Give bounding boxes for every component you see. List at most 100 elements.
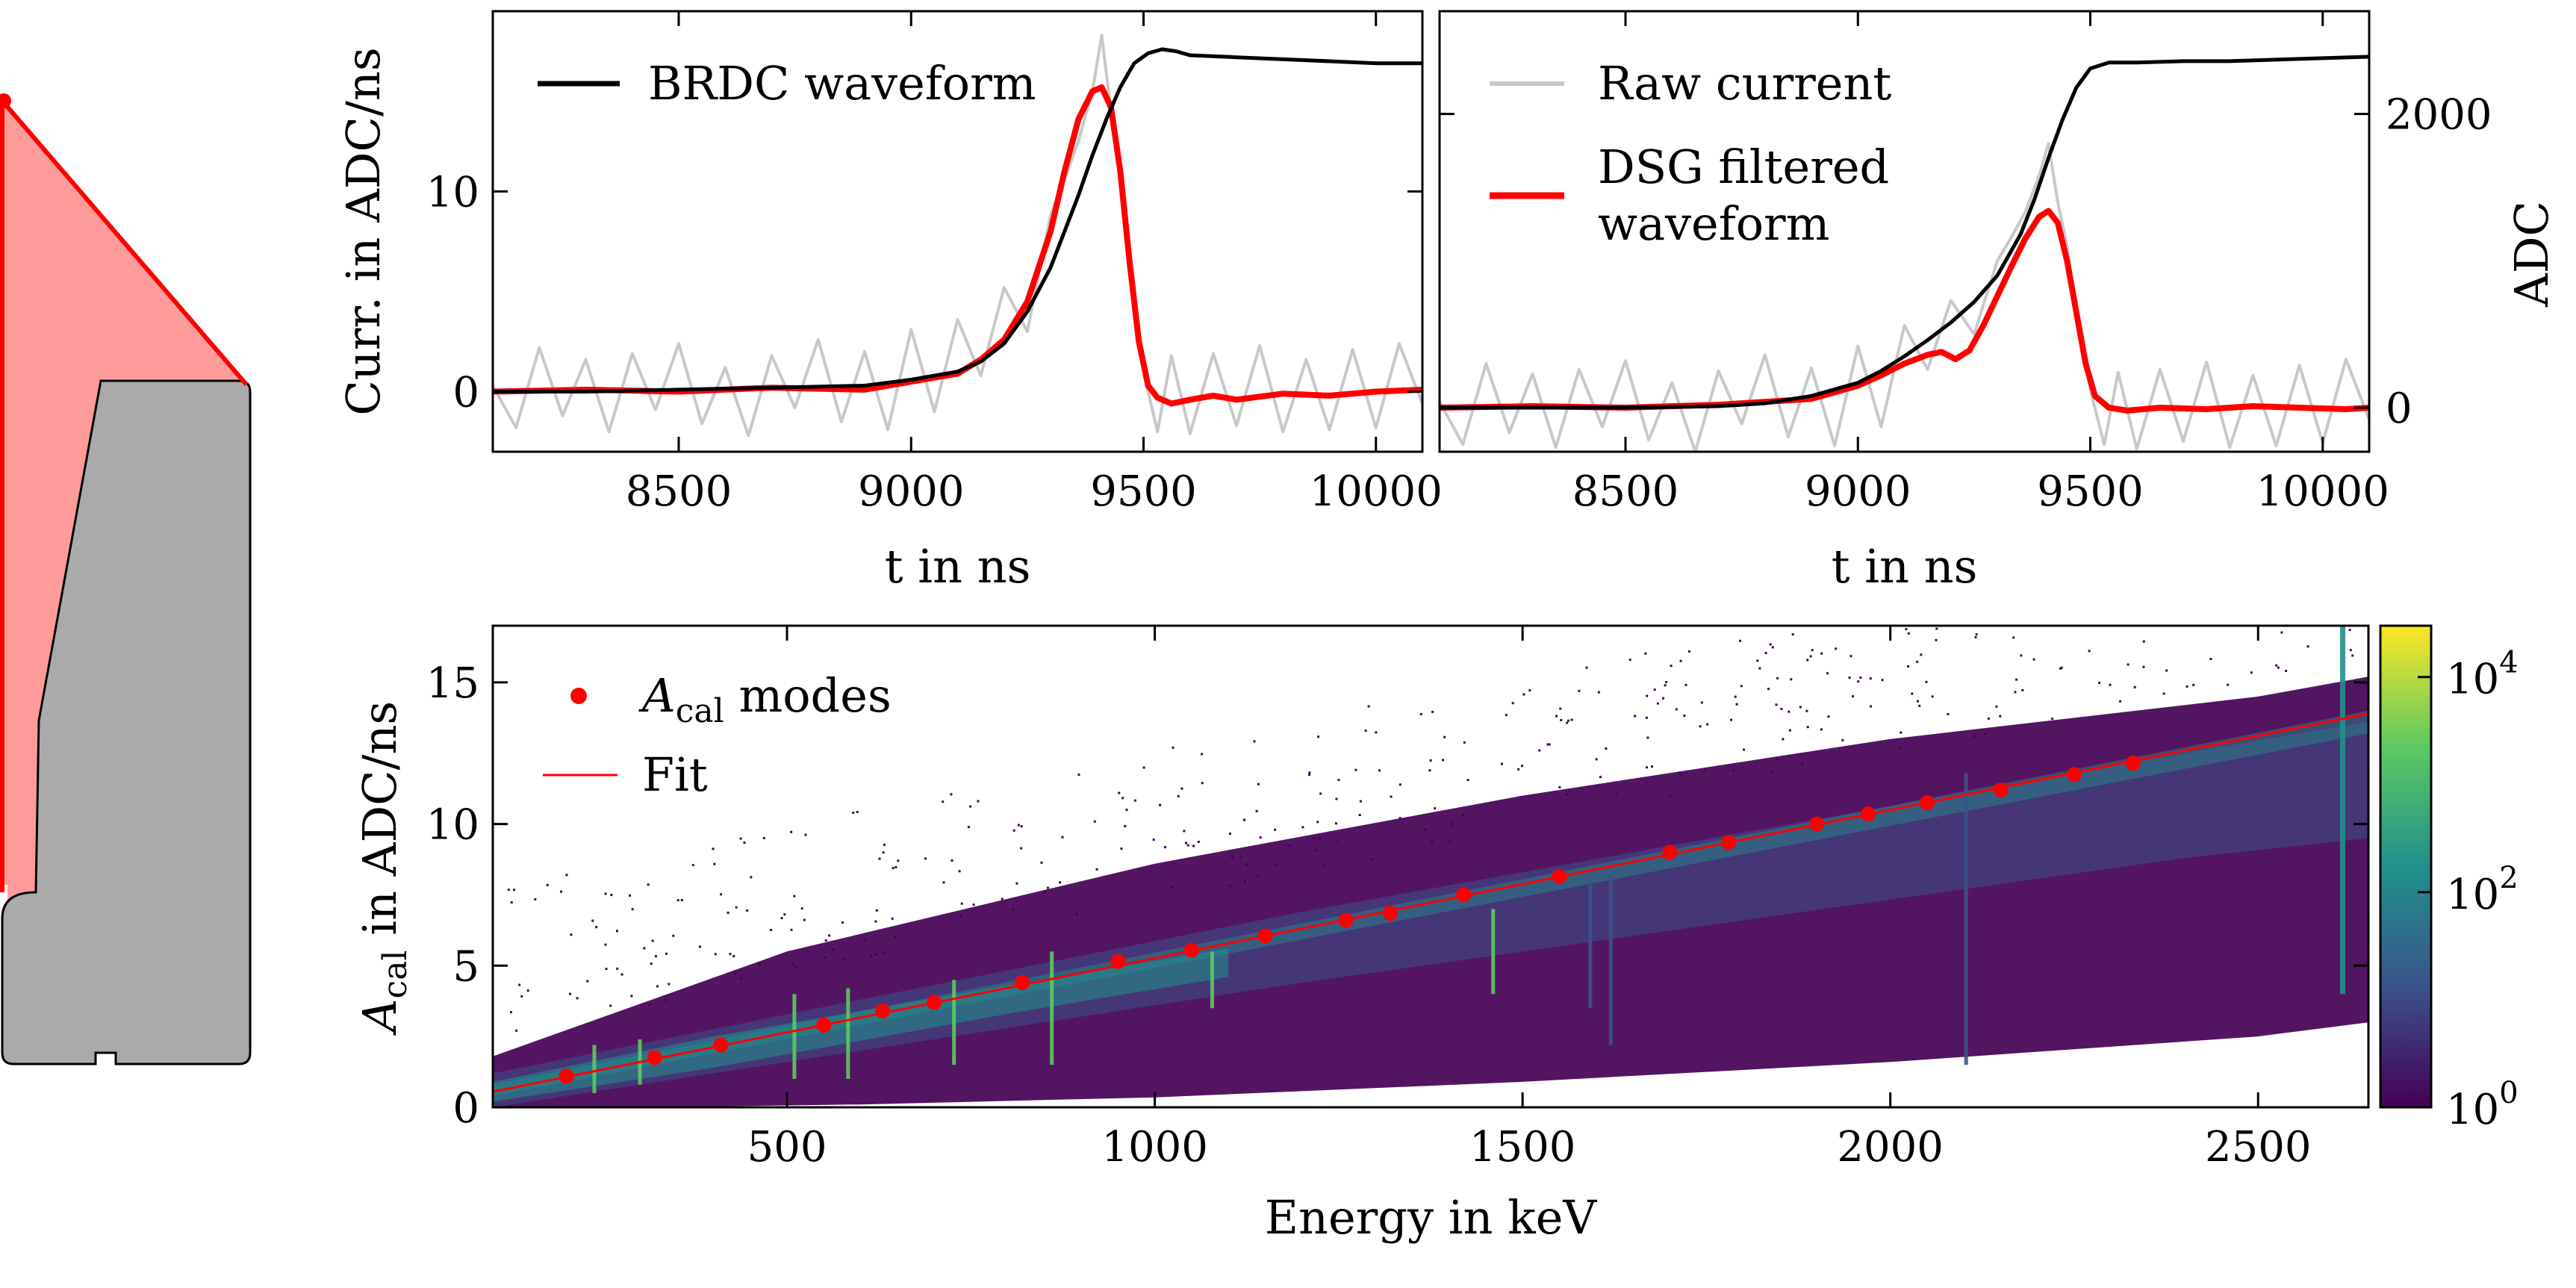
- heatmap-outlier-308: [1257, 783, 1260, 785]
- mode-point-20: [2067, 767, 2082, 783]
- heatmap-outlier-175: [1656, 702, 1659, 705]
- heatmap-outlier-28: [1259, 836, 1262, 839]
- heatmap-outlier-195: [1399, 817, 1401, 820]
- heatmap-outlier-280: [1585, 666, 1588, 669]
- heatmap-outlier-148: [1501, 762, 1503, 765]
- heatmap-outlier-351: [1371, 857, 1374, 860]
- mode-point-12: [1456, 887, 1472, 903]
- heatmap-outlier-242: [1359, 800, 1362, 803]
- heatmap-outlier-119: [897, 859, 900, 862]
- heatmap-outlier-315: [1665, 681, 1668, 683]
- heatmap-outlier-81: [1852, 695, 1854, 698]
- heatmap-outlier-15: [1197, 841, 1200, 843]
- heatmap-outlier-106: [656, 985, 659, 988]
- heatmap-outlier-404: [1767, 688, 1770, 691]
- heatmap-lines: [592, 626, 2346, 1094]
- heatmap-outlier-335: [1337, 779, 1340, 781]
- heatmap-outlier-157: [1077, 774, 1080, 777]
- heatmap-outlier-76: [2142, 640, 2145, 643]
- heatmap-outlier-75: [967, 826, 970, 829]
- panel-top-left-series-line-0: [491, 34, 1424, 438]
- heatmap-outlier-156: [2133, 685, 2136, 688]
- heatmap-outlier-27: [1461, 814, 1464, 816]
- heatmap-outlier-405: [2250, 671, 2253, 674]
- colorbar-tick-label-base-1: 10: [2446, 871, 2499, 919]
- heatmap-outlier-41: [713, 862, 716, 865]
- panel-top-right-series: [1438, 55, 2371, 453]
- heatmap-outlier-142: [1820, 652, 1823, 655]
- heatmap-outlier-135: [1740, 685, 1743, 688]
- heatmap-outlier-164: [1669, 795, 1672, 798]
- heatmap-outlier-391: [1256, 874, 1259, 877]
- heatmap-outlier-4: [1907, 665, 1910, 668]
- heatmap-outlier-326: [1040, 861, 1043, 864]
- colorbar-tick-label-exp-2: 4: [2499, 646, 2518, 680]
- panel-top-left: 8500 9000 9500 10000 0 10 t in ns Curr. in AD…: [336, 10, 1443, 594]
- heatmap-outlier-16: [2059, 667, 2062, 670]
- heatmap-outlier-152: [1239, 855, 1242, 858]
- heatmap-outlier-160: [1791, 633, 1794, 636]
- panel-top-right-series-line-1: [1439, 208, 2370, 414]
- heatmap-outlier-180: [1999, 715, 2002, 718]
- heatmap-outlier-185: [2098, 682, 2101, 684]
- heatmap-outlier-300: [1095, 868, 1098, 871]
- heatmap-outlier-289: [1322, 864, 1325, 867]
- heatmap-outlier-145: [1987, 717, 1990, 720]
- heatmap-outlier-34: [1683, 715, 1686, 717]
- heatmap-outlier-363: [2088, 650, 2091, 653]
- heatmap-outlier-281: [1076, 912, 1078, 915]
- heatmap-outlier-343: [1313, 836, 1316, 839]
- heatmap-outlier-57: [1201, 753, 1203, 756]
- heatmap-outlier-191: [2280, 631, 2283, 634]
- heatmap-outlier-373: [518, 983, 521, 986]
- heatmap-outlier-103: [1920, 653, 1923, 656]
- heatmap-outlier-123: [2349, 649, 2352, 652]
- mode-point-21: [2125, 756, 2141, 771]
- heatmap-outlier-355: [1177, 794, 1180, 797]
- heatmap-outlier-403: [1849, 655, 1852, 658]
- heatmap-outlier-415: [780, 917, 783, 920]
- colorbar-tick-label-0: 100: [2446, 1076, 2519, 1134]
- heatmap-outlier-47: [762, 836, 765, 839]
- heatmap-outlier-274: [698, 945, 701, 948]
- heatmap-outlier-268: [1419, 712, 1422, 715]
- panel-top-right-ylabel: ADC: [2504, 201, 2559, 308]
- mode-point-16: [1809, 816, 1825, 832]
- heatmap-outlier-8: [1801, 762, 1804, 765]
- heatmap-outlier-215: [1931, 695, 1934, 698]
- panel-top-left-ticks-ytick-label-0: 0: [452, 369, 479, 417]
- heatmap-outlier-330: [1653, 688, 1656, 691]
- heatmap-outlier-402: [668, 983, 671, 986]
- panel-bottom-ticks-ytick-label-3: 15: [426, 659, 479, 708]
- heatmap-outlier-163: [832, 948, 835, 951]
- panel-bottom-xlabel: Energy in keV: [1265, 1190, 1598, 1245]
- heatmap-outlier-359: [841, 921, 844, 924]
- heatmap-outlier-63: [1555, 715, 1558, 718]
- mode-points: [559, 756, 2141, 1084]
- heatmap-outlier-206: [1706, 723, 1709, 726]
- heatmap-outlier-410: [2306, 645, 2309, 648]
- heatmap-outlier-64: [1001, 897, 1004, 900]
- heatmap-outlier-397: [1316, 821, 1319, 824]
- heatmap-outlier-219: [1699, 725, 1702, 728]
- heatmap-outlier-352: [734, 972, 737, 975]
- heatmap-outlier-254: [1125, 809, 1128, 812]
- heatmap-outlier-243: [1505, 714, 1508, 717]
- heatmap-outlier-253: [894, 936, 897, 939]
- heatmap-outlier-45: [1679, 773, 1682, 776]
- heatmap-outlier-261: [1255, 809, 1258, 812]
- heatmap-outlier-312: [1743, 748, 1745, 751]
- heatmap-outlier-23: [1288, 844, 1291, 847]
- heatmap-outlier-38: [1595, 758, 1598, 761]
- heatmap-outlier-54: [1881, 679, 1884, 682]
- panel-top-left-ticks: 8500 9000 9500 10000 0 10: [426, 11, 1443, 516]
- heatmap-outlier-82: [875, 909, 878, 912]
- heatmap-outlier-311: [714, 953, 717, 956]
- heatmap-outlier-259: [1390, 795, 1393, 798]
- heatmap-outlier-350: [1017, 824, 1020, 827]
- heatmap-outlier-159: [1243, 880, 1246, 883]
- heatmap-outlier-109: [863, 939, 866, 942]
- heatmap-outlier-349: [1771, 646, 1774, 649]
